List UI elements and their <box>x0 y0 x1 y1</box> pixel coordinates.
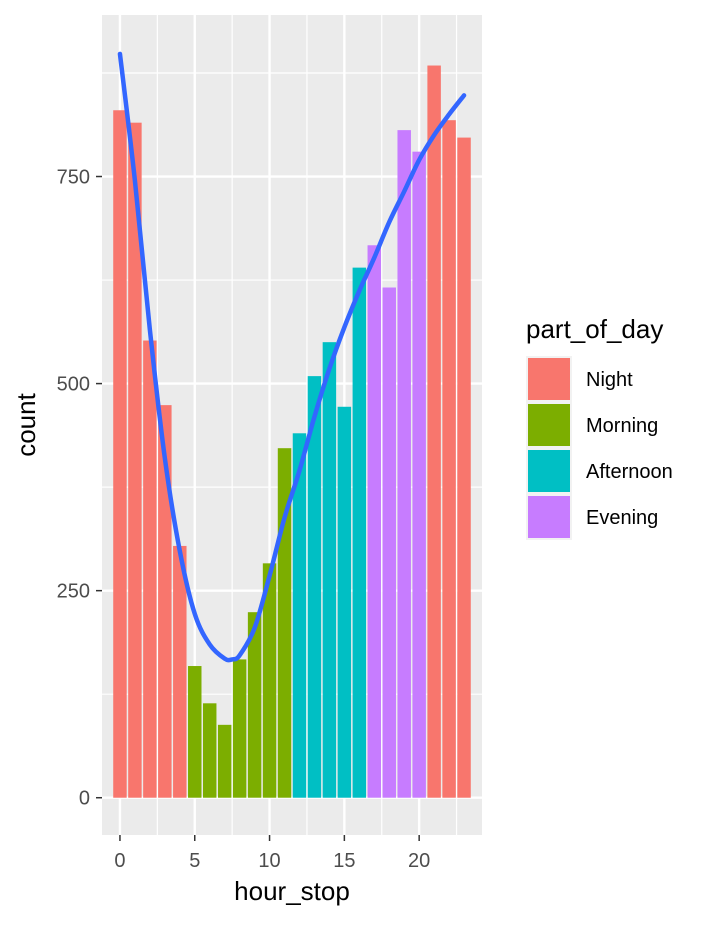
x-tick-label: 5 <box>189 850 200 872</box>
bar-hour-12 <box>292 433 307 798</box>
bar-hour-23 <box>457 137 471 798</box>
bar-hour-15 <box>337 406 352 798</box>
y-tick-label: 0 <box>79 788 90 810</box>
bar-hour-19 <box>397 130 411 798</box>
bar-hour-3 <box>158 405 172 798</box>
bar-hour-18 <box>382 287 396 798</box>
y-axis-title: count <box>11 392 41 456</box>
y-axis: 0 250 500 750 <box>57 167 102 810</box>
x-tick-label: 10 <box>258 850 280 872</box>
legend-entries: Night Morning Afternoon Evening <box>526 356 673 540</box>
legend-swatch-morning <box>528 404 570 446</box>
bar-hour-9 <box>247 612 262 798</box>
bar-hour-2 <box>143 340 157 798</box>
bar-hour-1 <box>128 122 142 798</box>
legend-label-morning: Morning <box>586 415 658 437</box>
bar-hour-4 <box>173 545 187 798</box>
bars <box>113 65 471 798</box>
bar-hour-0 <box>113 110 127 798</box>
bar-hour-10 <box>262 563 277 798</box>
bar-hour-21 <box>427 65 441 798</box>
bar-hour-14 <box>322 342 337 798</box>
legend: part_of_day Night Morning Afternoon Evening <box>526 314 673 540</box>
bar-hour-17 <box>367 245 382 798</box>
smooth-trend-line <box>117 51 467 663</box>
x-axis-title: hour_stop <box>234 876 350 906</box>
legend-label-afternoon: Afternoon <box>586 461 673 483</box>
x-tick-label: 15 <box>333 850 355 872</box>
legend-label-night: Night <box>586 369 633 391</box>
bar-hour-6 <box>202 703 217 798</box>
legend-title: part_of_day <box>526 314 663 344</box>
x-axis: 0 5 10 15 20 <box>114 835 430 872</box>
bar-hour-13 <box>307 376 322 798</box>
bar-hour-8 <box>232 659 247 798</box>
x-tick-label: 0 <box>114 850 125 872</box>
bar-hour-22 <box>442 120 456 798</box>
bar-hour-7 <box>217 724 232 798</box>
bar-hour-20 <box>412 151 426 798</box>
legend-label-evening: Evening <box>586 507 658 529</box>
bar-hour-5 <box>188 666 202 798</box>
y-tick-label: 500 <box>57 374 90 396</box>
bar-hour-16 <box>352 267 367 798</box>
legend-swatch-night <box>528 358 570 400</box>
x-tick-label: 20 <box>408 850 430 872</box>
legend-swatch-afternoon <box>528 450 570 492</box>
legend-swatch-evening <box>528 496 570 538</box>
y-tick-label: 750 <box>57 167 90 189</box>
y-tick-label: 250 <box>57 581 90 603</box>
